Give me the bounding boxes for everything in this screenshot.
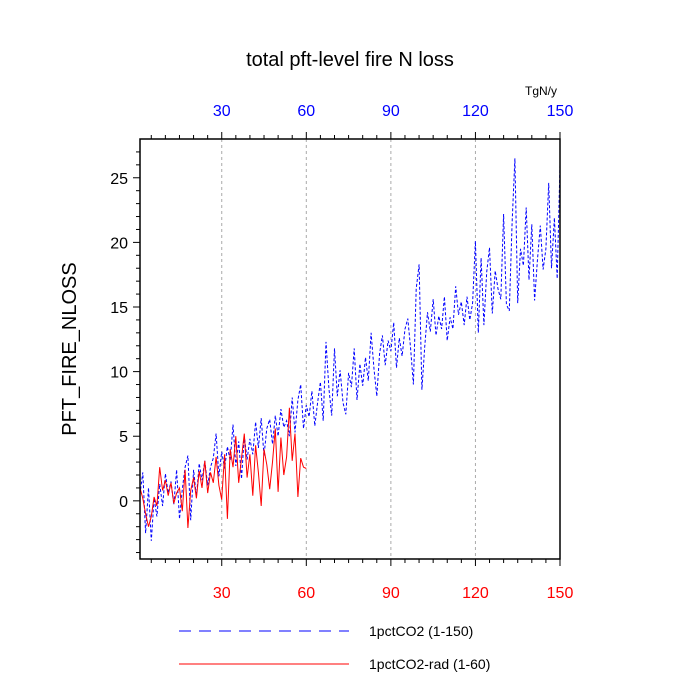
y-tick-label: 15 bbox=[110, 300, 128, 317]
legend: 1pctCO2 (1-150) 1pctCO2-rad (1-60) bbox=[179, 623, 490, 672]
legend-label-1: 1pctCO2 (1-150) bbox=[369, 623, 473, 639]
series-group bbox=[139, 158, 561, 541]
x-tick-label-bottom: 150 bbox=[547, 585, 574, 602]
x-tick-label-top: 90 bbox=[382, 103, 400, 120]
legend-label-2: 1pctCO2-rad (1-60) bbox=[369, 656, 490, 672]
x-tick-label-top: 150 bbox=[547, 103, 574, 120]
x-tick-label-top: 60 bbox=[297, 103, 315, 120]
plot-frame bbox=[139, 138, 561, 560]
units-label: TgN/y bbox=[525, 84, 557, 98]
y-tick-label: 5 bbox=[119, 429, 128, 446]
x-tick-label-top: 30 bbox=[213, 103, 231, 120]
y-tick-label: 20 bbox=[110, 235, 128, 252]
x-tick-label-bottom: 60 bbox=[297, 585, 315, 602]
chart-title: total pft-level fire N loss bbox=[246, 49, 454, 71]
grid-lines bbox=[221, 139, 561, 559]
series-line-1 bbox=[139, 158, 561, 541]
y-axis-label: PFT_FIRE_NLOSS bbox=[59, 262, 81, 435]
x-tick-label-bottom: 120 bbox=[462, 585, 489, 602]
x-tick-label-bottom: 90 bbox=[382, 585, 400, 602]
y-tick-label: 25 bbox=[110, 171, 128, 188]
x-tick-label-top: 120 bbox=[462, 103, 489, 120]
axes: 0 5 10 15 20 25 30 30 60 60 90 90 120 120 150 150 bbox=[110, 103, 573, 602]
x-tick-label-bottom: 30 bbox=[213, 585, 231, 602]
y-tick-label: 0 bbox=[119, 494, 128, 511]
series-line-2 bbox=[139, 407, 307, 529]
y-tick-label: 10 bbox=[110, 365, 128, 382]
